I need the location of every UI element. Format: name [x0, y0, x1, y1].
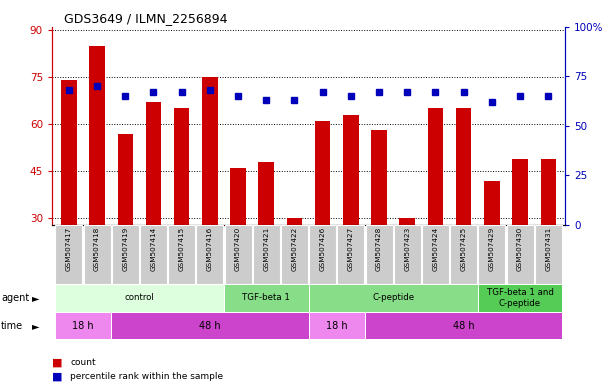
Text: GSM507422: GSM507422: [291, 227, 298, 271]
Bar: [84, 225, 111, 284]
Bar: [258, 162, 274, 313]
Text: GSM507429: GSM507429: [489, 227, 495, 271]
Bar: [456, 109, 472, 313]
Bar: [541, 159, 556, 313]
Text: GSM507428: GSM507428: [376, 227, 382, 271]
Text: count: count: [70, 358, 96, 367]
Bar: [89, 46, 105, 313]
Text: time: time: [1, 321, 23, 331]
Text: GSM507425: GSM507425: [461, 227, 467, 271]
Text: GSM507431: GSM507431: [545, 227, 551, 271]
Bar: [309, 284, 478, 312]
Text: 18 h: 18 h: [72, 321, 93, 331]
Text: GSM507430: GSM507430: [517, 227, 523, 271]
Bar: [337, 225, 364, 284]
Text: GSM507421: GSM507421: [263, 227, 269, 271]
Text: agent: agent: [1, 293, 29, 303]
Text: 18 h: 18 h: [326, 321, 348, 331]
Text: GSM507423: GSM507423: [404, 227, 410, 271]
Bar: [315, 121, 331, 313]
Bar: [111, 312, 309, 339]
Bar: [174, 109, 189, 313]
Bar: [365, 225, 393, 284]
Text: GSM507414: GSM507414: [150, 227, 156, 271]
Text: TGF-beta 1 and
C-peptide: TGF-beta 1 and C-peptide: [486, 288, 554, 308]
Text: GSM507417: GSM507417: [66, 227, 72, 271]
Bar: [196, 225, 224, 284]
Text: percentile rank within the sample: percentile rank within the sample: [70, 372, 224, 381]
Bar: [287, 218, 302, 313]
Bar: [371, 131, 387, 313]
Text: ►: ►: [32, 321, 39, 331]
Bar: [422, 225, 449, 284]
Bar: [168, 225, 195, 284]
Text: GSM507415: GSM507415: [178, 227, 185, 271]
Bar: [202, 77, 218, 313]
Bar: [309, 312, 365, 339]
Text: GSM507419: GSM507419: [122, 227, 128, 271]
Text: ■: ■: [52, 372, 62, 382]
Bar: [450, 225, 477, 284]
Bar: [428, 109, 443, 313]
Text: GSM507424: GSM507424: [433, 227, 439, 271]
Text: control: control: [125, 293, 154, 303]
Text: GSM507418: GSM507418: [94, 227, 100, 271]
Text: C-peptide: C-peptide: [372, 293, 414, 303]
Bar: [55, 312, 111, 339]
Text: 48 h: 48 h: [453, 321, 475, 331]
Bar: [309, 225, 336, 284]
Bar: [365, 312, 562, 339]
Bar: [400, 218, 415, 313]
Text: ►: ►: [32, 293, 39, 303]
Bar: [145, 102, 161, 313]
Bar: [140, 225, 167, 284]
Bar: [253, 225, 280, 284]
Bar: [478, 225, 505, 284]
Text: 48 h: 48 h: [199, 321, 221, 331]
Bar: [507, 225, 533, 284]
Text: GSM507420: GSM507420: [235, 227, 241, 271]
Bar: [484, 181, 500, 313]
Bar: [230, 168, 246, 313]
Bar: [112, 225, 139, 284]
Bar: [117, 134, 133, 313]
Bar: [535, 225, 562, 284]
Bar: [61, 80, 76, 313]
Text: GSM507427: GSM507427: [348, 227, 354, 271]
Bar: [512, 159, 528, 313]
Bar: [55, 284, 224, 312]
Bar: [343, 115, 359, 313]
Bar: [224, 284, 309, 312]
Text: ■: ■: [52, 358, 62, 367]
Text: GDS3649 / ILMN_2256894: GDS3649 / ILMN_2256894: [64, 12, 228, 25]
Text: GSM507416: GSM507416: [207, 227, 213, 271]
Text: TGF-beta 1: TGF-beta 1: [243, 293, 290, 303]
Bar: [478, 284, 562, 312]
Text: GSM507426: GSM507426: [320, 227, 326, 271]
Bar: [281, 225, 308, 284]
Bar: [56, 225, 82, 284]
Bar: [224, 225, 252, 284]
Bar: [393, 225, 421, 284]
